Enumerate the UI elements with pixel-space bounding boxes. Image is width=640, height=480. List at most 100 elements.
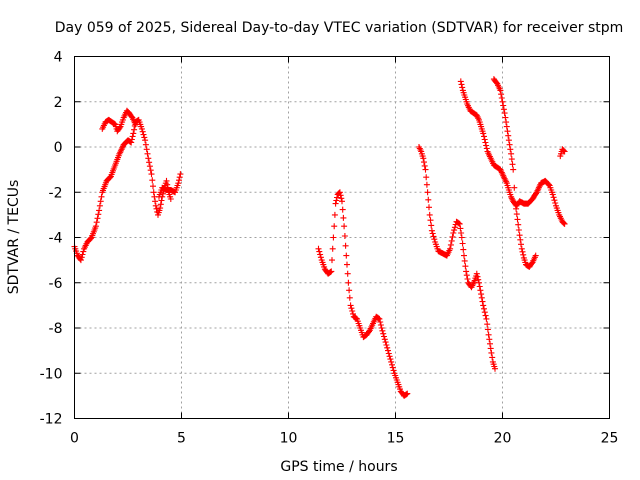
data-point	[381, 333, 387, 340]
data-point	[463, 268, 470, 275]
data-point	[517, 236, 524, 243]
data-point	[343, 252, 350, 259]
data-point	[520, 251, 527, 258]
data-point	[421, 159, 427, 166]
data-point	[377, 319, 384, 325]
data-point	[516, 232, 523, 239]
data-point	[429, 230, 436, 237]
y-tick-label: -6	[49, 276, 63, 292]
data-point	[332, 200, 339, 207]
data-point	[176, 177, 182, 184]
data-point	[337, 192, 344, 199]
data-point	[87, 235, 94, 242]
data-point	[157, 201, 164, 208]
data-point	[132, 121, 139, 128]
data-point	[463, 272, 470, 279]
data-point	[482, 312, 489, 319]
data-point	[350, 310, 356, 317]
x-tick-label: 0	[70, 431, 79, 447]
data-point	[492, 365, 498, 372]
data-point	[427, 217, 434, 224]
data-point	[152, 198, 159, 205]
data-point	[98, 193, 105, 200]
data-point	[461, 252, 467, 259]
data-point	[483, 315, 490, 322]
data-point	[460, 246, 467, 253]
data-point	[464, 276, 471, 282]
data-point	[551, 197, 558, 204]
series-arc-3	[416, 144, 498, 372]
data-point	[129, 133, 136, 140]
y-tick-label: -8	[49, 321, 63, 337]
data-point	[481, 309, 488, 316]
data-point	[148, 171, 155, 178]
x-tick-label: 15	[387, 431, 405, 447]
data-point	[107, 174, 114, 181]
data-point	[489, 354, 496, 361]
data-point	[92, 223, 99, 230]
data-point	[513, 205, 520, 212]
data-point	[152, 202, 159, 209]
data-point	[476, 283, 483, 290]
data-point	[346, 287, 353, 294]
data-point	[142, 141, 149, 148]
data-point	[146, 163, 153, 170]
data-point	[474, 273, 481, 280]
data-point	[128, 136, 135, 143]
data-point	[456, 220, 463, 227]
data-point	[77, 257, 84, 264]
data-point	[497, 87, 504, 94]
series-arc-4	[457, 78, 568, 227]
data-point	[515, 221, 522, 228]
data-point	[504, 128, 511, 135]
data-point	[380, 330, 387, 337]
data-point	[331, 223, 338, 230]
chart-title: Day 059 of 2025, Sidereal Day-to-day VTE…	[55, 20, 624, 36]
data-point	[425, 196, 432, 203]
data-point	[518, 241, 524, 248]
data-point	[500, 102, 507, 109]
data-point	[560, 147, 567, 154]
data-point	[499, 98, 506, 105]
data-point	[331, 211, 338, 218]
data-point	[458, 230, 465, 236]
data-point	[422, 166, 429, 173]
data-point	[451, 224, 458, 231]
data-point	[149, 177, 156, 184]
x-tick-label: 10	[280, 431, 298, 447]
data-point	[130, 130, 137, 137]
data-point	[481, 305, 487, 312]
data-point	[462, 263, 469, 270]
data-point	[97, 198, 104, 205]
data-point	[511, 184, 518, 191]
data-point	[550, 194, 557, 201]
data-point	[481, 133, 487, 140]
data-point	[336, 189, 343, 196]
data-point	[481, 136, 488, 143]
y-tick-label: 2	[54, 95, 63, 111]
x-tick-label: 25	[601, 431, 619, 447]
data-point	[144, 150, 151, 157]
y-tick-labels: -12 -10 -8 -6 -4 -2 0 2 4	[40, 50, 63, 428]
data-point	[341, 223, 348, 230]
data-point	[379, 327, 386, 334]
data-point	[330, 234, 337, 241]
data-point	[344, 261, 350, 268]
data-point	[426, 204, 432, 211]
data-point	[508, 150, 515, 157]
data-point	[145, 155, 152, 162]
data-point	[96, 207, 103, 214]
data-point	[447, 245, 454, 252]
series-arc-5	[490, 76, 539, 270]
x-axis-label: GPS time / hours	[280, 459, 397, 475]
data-point	[96, 202, 103, 209]
data-point	[552, 200, 559, 206]
data-point	[386, 353, 393, 360]
data-point	[329, 245, 336, 252]
series-arc-6	[557, 146, 568, 160]
data-point	[484, 326, 491, 333]
data-point	[509, 161, 516, 168]
data-point	[390, 367, 397, 374]
data-point	[514, 216, 521, 223]
